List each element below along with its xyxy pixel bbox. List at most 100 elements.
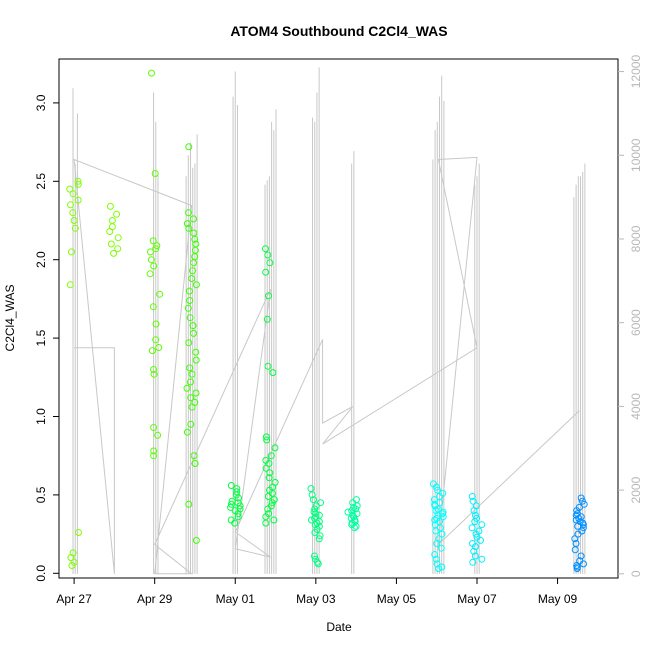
data-point [113, 210, 121, 218]
data-point [311, 521, 319, 529]
data-point [74, 180, 82, 188]
data-point [468, 524, 476, 532]
y-tick-label: 0.0 [34, 565, 48, 582]
data-point [308, 516, 315, 524]
data-point [186, 364, 194, 372]
x-tick-label: Apr 29 [137, 592, 173, 606]
data-point [187, 378, 194, 386]
y-tick-label: 0.5 [34, 486, 48, 503]
data-point [190, 259, 198, 267]
data-point [227, 503, 235, 511]
data-point [351, 524, 358, 532]
data-point [187, 420, 195, 428]
secondary-series [72, 67, 586, 575]
data-point [71, 224, 79, 232]
data-point [192, 389, 200, 397]
data-point [74, 196, 82, 204]
data-point [152, 320, 160, 328]
data-point [262, 268, 270, 276]
y2-tick-label: 4000 [629, 393, 643, 420]
x-tick-label: May 05 [377, 592, 417, 606]
y-tick-label: 2.0 [34, 251, 48, 268]
y2-tick-label: 2000 [629, 476, 643, 503]
data-point [236, 505, 244, 513]
data-point [573, 507, 581, 515]
x-axis: Apr 27 Apr 29 May 01 May 03 May 05 May 07 May … [56, 578, 578, 606]
data-point [152, 336, 160, 344]
data-point [352, 522, 360, 530]
data-point [186, 297, 194, 304]
x-tick-label: May 03 [296, 592, 336, 606]
data-point [311, 552, 318, 560]
data-point [189, 322, 197, 330]
data-point [469, 497, 477, 505]
y-tick-label: 1.5 [34, 329, 48, 346]
data-point [438, 530, 446, 538]
y-axis-right: 0 2000 4000 6000 8000 10000 12000 [618, 55, 643, 577]
y-tick-label: 2.5 [34, 173, 48, 190]
data-point [316, 532, 324, 540]
data-point [74, 177, 82, 185]
data-point [114, 245, 122, 253]
data-point [150, 452, 158, 460]
data-point [150, 370, 158, 378]
data-point [317, 499, 325, 507]
data-point [149, 237, 157, 245]
y2-tick-label: 0 [629, 570, 643, 577]
data-point [266, 259, 274, 267]
data-point [269, 369, 277, 377]
data-point [183, 384, 191, 392]
data-point [478, 521, 486, 529]
data-point [148, 69, 155, 77]
data-point [147, 248, 154, 256]
data-point [573, 565, 581, 573]
secondary-series-line [73, 156, 580, 575]
data-point [68, 562, 76, 569]
data-point [152, 245, 160, 253]
data-point [227, 482, 235, 489]
data-point [579, 524, 587, 532]
data-point [311, 505, 319, 513]
data-point [312, 510, 320, 518]
data-point [478, 555, 486, 563]
data-point [188, 370, 196, 378]
data-point [352, 505, 360, 513]
data-point [268, 499, 276, 507]
data-point [571, 535, 579, 543]
data-point [186, 314, 194, 322]
data-point [108, 217, 116, 224]
data-point [188, 403, 196, 411]
data-point [233, 488, 241, 496]
data-point [191, 460, 199, 467]
data-point [106, 202, 114, 210]
data-point [236, 502, 244, 510]
data-point [69, 209, 77, 217]
data-point [149, 303, 157, 311]
x-tick-label: Apr 27 [56, 592, 92, 606]
data-point [151, 170, 159, 177]
plot-frame [58, 58, 619, 579]
data-point [311, 529, 319, 536]
data-point [192, 536, 200, 544]
data-point [235, 494, 242, 502]
data-point [315, 535, 323, 543]
data-point [469, 558, 477, 566]
data-point [307, 485, 315, 493]
data-point [67, 201, 74, 209]
data-point [271, 444, 279, 452]
data-point [234, 510, 242, 518]
data-point [190, 215, 197, 223]
data-point [146, 270, 154, 278]
y-axis-label: C2Cl4_WAS [3, 285, 17, 352]
data-point [264, 251, 272, 259]
data-point [265, 474, 273, 482]
y2-tick-label: 6000 [629, 309, 643, 336]
data-point [439, 513, 447, 521]
data-point [150, 447, 158, 455]
data-point [153, 242, 161, 250]
data-point [468, 493, 476, 500]
data-point [190, 452, 198, 460]
x-tick-label: May 09 [538, 592, 578, 606]
y2-tick-label: 8000 [629, 225, 643, 252]
data-point [435, 565, 443, 573]
